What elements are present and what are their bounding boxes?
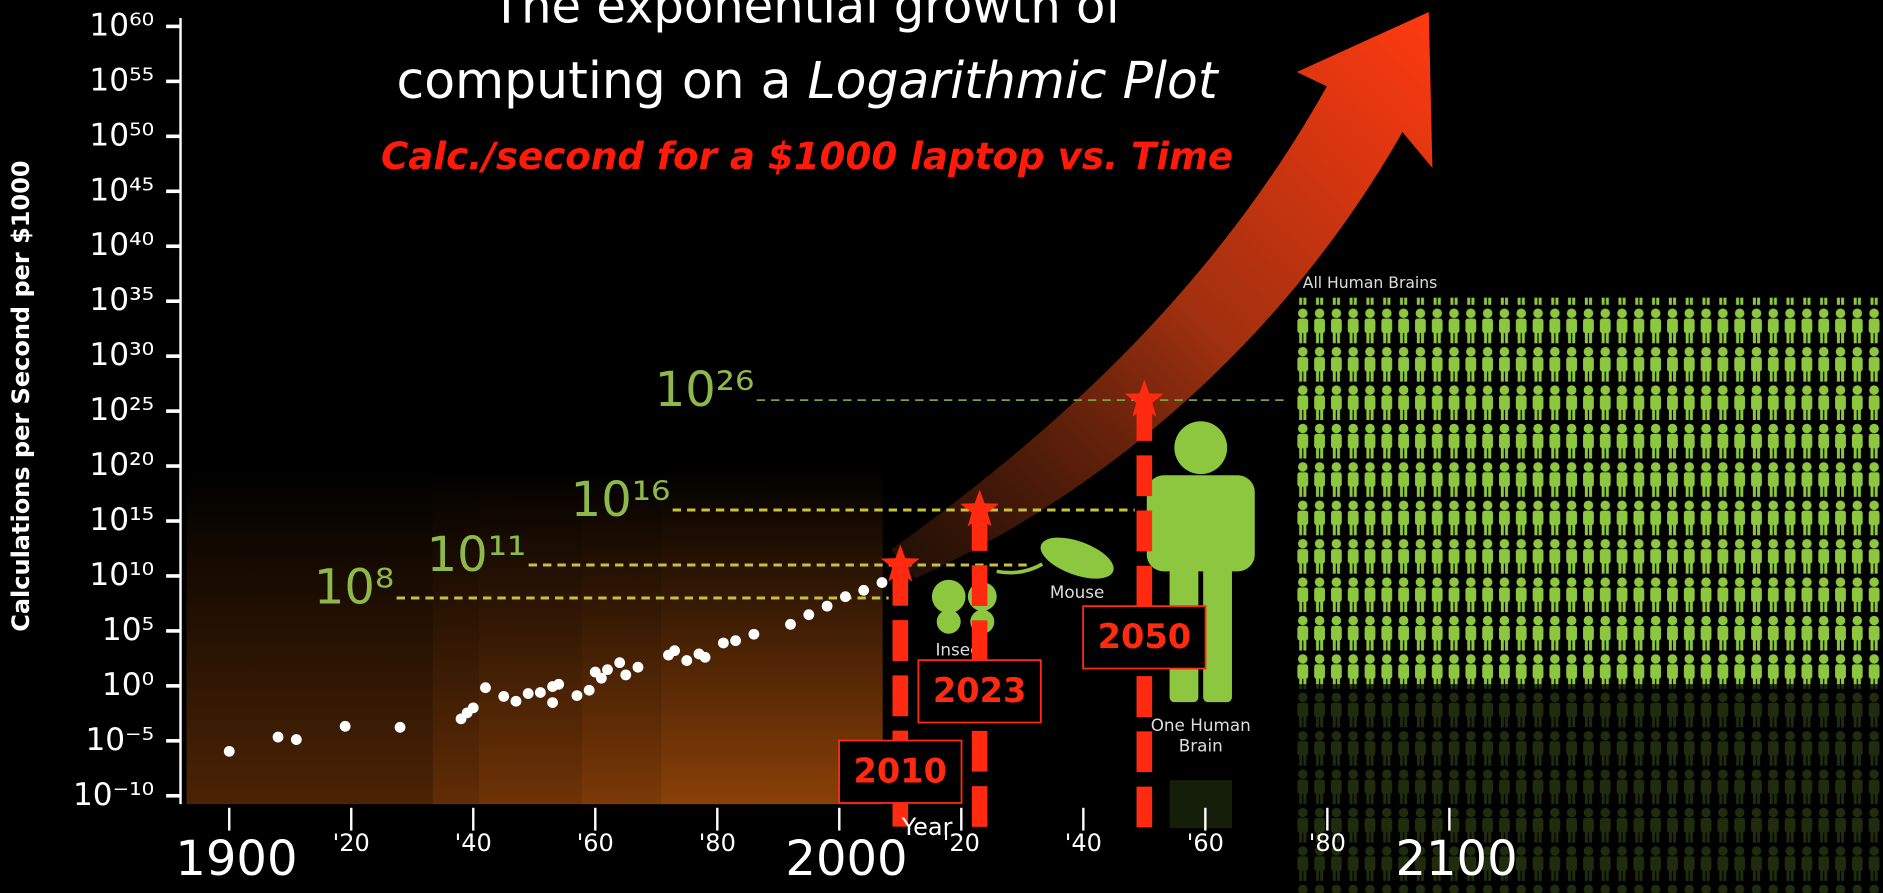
data-point (718, 638, 729, 649)
data-point (633, 662, 644, 673)
data-point (535, 687, 546, 698)
data-point (273, 732, 284, 743)
data-point (785, 619, 796, 630)
data-point (523, 688, 534, 699)
insect-icon (937, 610, 961, 634)
insect-icon (932, 580, 966, 614)
data-point (395, 722, 406, 733)
glow-region (187, 468, 883, 804)
level-label: 10⁸ (314, 560, 394, 616)
data-point (511, 696, 522, 707)
x-tick-label: '60 (577, 829, 614, 857)
y-tick-label: 10⁵⁰ (89, 117, 154, 153)
data-point (480, 682, 491, 693)
level-label: 10²⁶ (655, 362, 755, 418)
milestone-year: 2023 (933, 671, 1027, 710)
level-label: 10¹¹ (427, 527, 527, 583)
data-point (468, 702, 479, 713)
data-point (669, 645, 680, 656)
annotation: One Human (1151, 715, 1251, 735)
x-tick-label: 1900 (175, 831, 297, 887)
glow-band (478, 468, 581, 804)
chart-title: The exponential growth of (491, 0, 1124, 35)
chart-subtitle: Calc./second for a $1000 laptop vs. Time (381, 134, 1233, 178)
annotation: Brain (1179, 736, 1223, 756)
data-point (748, 629, 759, 640)
data-point (340, 721, 351, 732)
x-tick-label: 2000 (785, 831, 907, 887)
y-tick-label: 10⁻⁵ (85, 722, 154, 758)
milestone-year: 2010 (854, 751, 948, 790)
y-tick-label: 10⁵ (102, 612, 154, 648)
y-tick-label: 10²⁵ (89, 392, 154, 428)
chart: 10⁸10¹¹10¹⁶10²⁶ Insect Mouse One Human B… (0, 0, 1883, 893)
data-point (803, 609, 814, 620)
title-emphasis: Logarithmic Plot (808, 51, 1220, 110)
y-tick-label: 10⁶⁰ (89, 7, 154, 43)
x-axis-title: Year (901, 813, 953, 841)
y-tick-label: 10²⁰ (89, 447, 154, 483)
y-tick-label: 10⁰ (102, 667, 154, 703)
x-tick-label: 2100 (1395, 831, 1517, 887)
data-point (224, 746, 235, 757)
y-tick-label: 10³⁰ (89, 337, 154, 373)
annotation: Mouse (1050, 582, 1105, 602)
data-point (547, 697, 558, 708)
data-point (614, 657, 625, 668)
data-point (291, 734, 302, 745)
human-torso (1147, 475, 1255, 571)
data-point (620, 669, 631, 680)
human-reflection (1170, 780, 1232, 828)
title-part: computing on a (396, 51, 807, 110)
y-tick-label: 10⁻¹⁰ (73, 777, 154, 813)
x-tick-label: '80 (1309, 829, 1346, 857)
y-axis-title: Calculations per Second per $1000 (7, 160, 35, 631)
y-tick-label: 10³⁵ (89, 282, 154, 318)
glow-band (187, 468, 433, 804)
x-tick-label: '40 (455, 829, 492, 857)
human-leg (1203, 564, 1232, 702)
data-point (584, 685, 595, 696)
data-point (730, 635, 741, 646)
data-point (822, 601, 833, 612)
x-tick-label: '80 (699, 829, 736, 857)
data-point (498, 691, 509, 702)
data-point (602, 664, 613, 675)
y-tick-label: 10⁴⁰ (89, 227, 154, 263)
x-tick-label: '40 (1065, 829, 1102, 857)
x-tick-label: '20 (333, 829, 370, 857)
crowd-reflection (1297, 684, 1883, 893)
data-point (681, 655, 692, 666)
glow-band (433, 468, 479, 804)
human-head (1174, 421, 1227, 474)
data-point (840, 591, 851, 602)
data-point (858, 585, 869, 596)
milestone-year: 2050 (1098, 617, 1192, 656)
x-tick-label: '60 (1187, 829, 1224, 857)
data-point (700, 652, 711, 663)
data-point (572, 690, 583, 701)
crowd (1297, 298, 1883, 684)
chart-title: computing on a Logarithmic Plot (396, 51, 1219, 110)
annotation: All Human Brains (1303, 274, 1438, 292)
y-tick-label: 10⁵⁵ (89, 62, 154, 98)
y-tick-label: 10⁴⁵ (89, 172, 154, 208)
y-tick-label: 10¹⁰ (89, 557, 154, 593)
level-label: 10¹⁶ (571, 472, 671, 528)
data-point (877, 577, 888, 588)
y-tick-label: 10¹⁵ (89, 502, 154, 538)
data-point (553, 679, 564, 690)
